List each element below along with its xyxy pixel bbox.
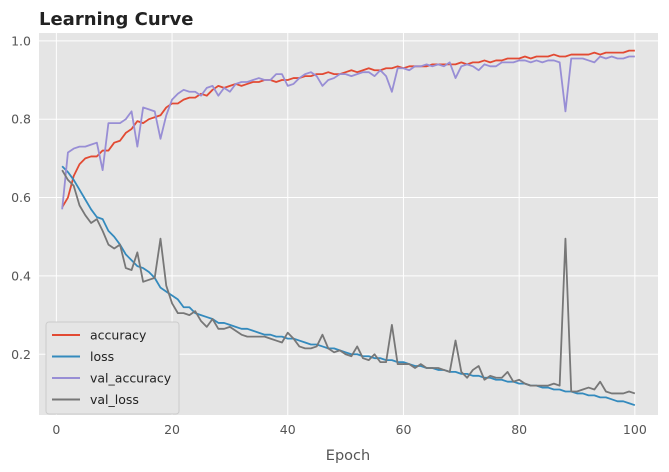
series-line-loss — [61, 165, 636, 407]
y-tick-label: 0.4 — [11, 268, 31, 283]
series-lines — [61, 49, 636, 407]
y-tick-label: 0.6 — [11, 190, 31, 205]
y-tick-label: 0.2 — [11, 347, 31, 362]
legend-label: loss — [90, 349, 114, 364]
legend-label: accuracy — [90, 328, 147, 343]
y-axis-ticks: 0.2 0.4 0.6 0.8 1.0 — [11, 33, 31, 361]
legend-box — [45, 321, 180, 415]
x-tick-label: 60 — [396, 422, 412, 437]
x-tick-label: 80 — [511, 422, 527, 437]
series-line-accuracy — [61, 49, 635, 208]
x-axis-label: Epoch — [326, 448, 370, 464]
series-line-val-loss — [61, 169, 636, 395]
x-tick-label: 0 — [52, 422, 60, 437]
x-tick-label: 20 — [164, 422, 180, 437]
legend-label: val_loss — [90, 392, 139, 407]
legend: accuracy loss val_accuracy val_loss — [45, 321, 180, 415]
chart-title: Learning Curve — [39, 9, 194, 30]
x-axis-ticks: 0 20 40 60 80 100 — [52, 422, 646, 437]
y-tick-label: 1.0 — [11, 33, 31, 48]
legend-label: val_accuracy — [90, 371, 172, 386]
y-tick-label: 0.8 — [11, 112, 31, 127]
x-tick-label: 40 — [280, 422, 296, 437]
series-line-val-accuracy — [61, 55, 635, 210]
x-tick-label: 100 — [623, 422, 647, 437]
